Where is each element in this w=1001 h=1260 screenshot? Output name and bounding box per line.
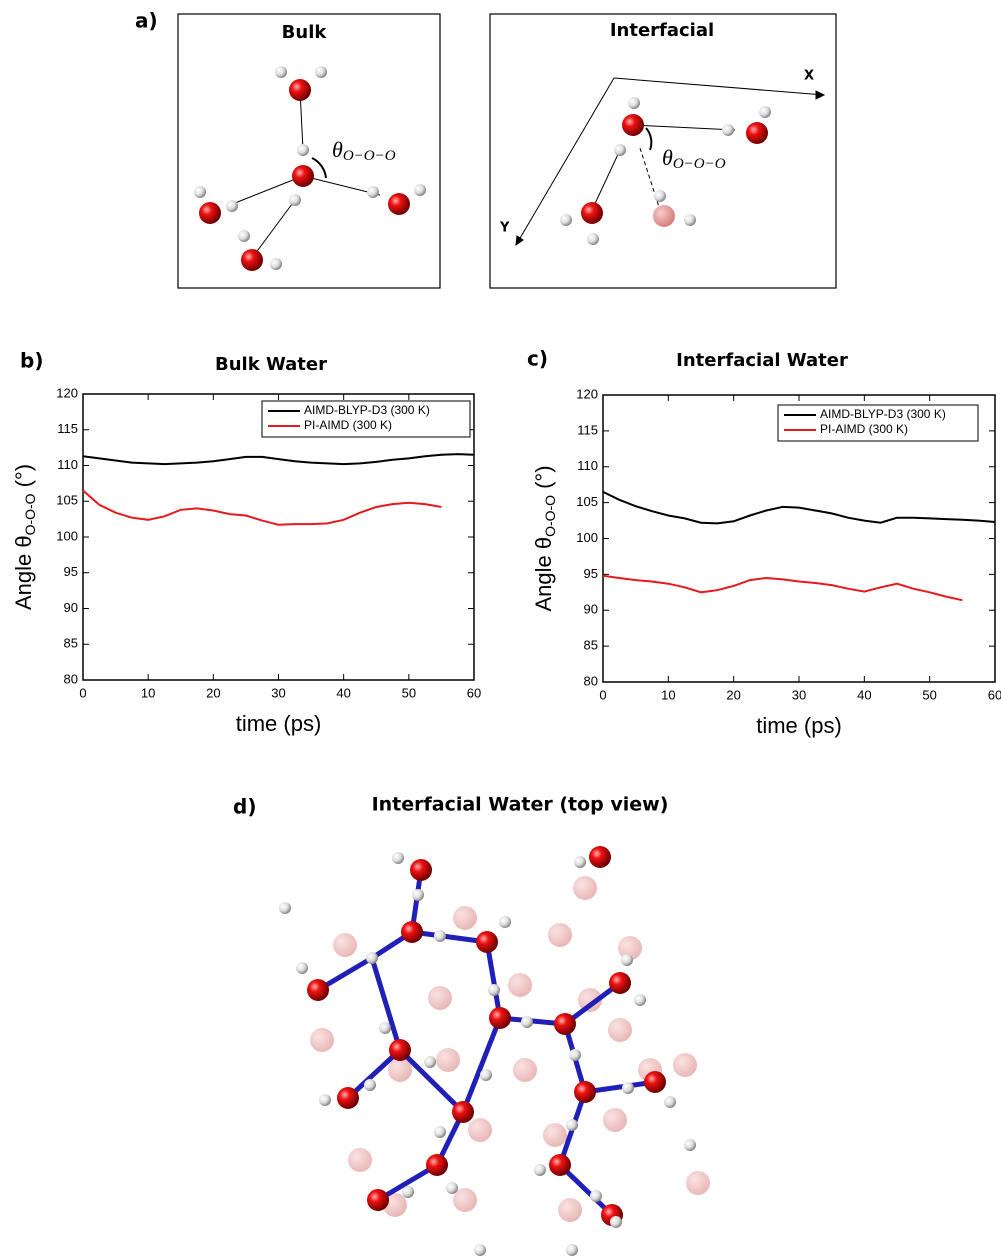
x-tick-label: 50: [922, 687, 936, 702]
angle-sub: O−O−O: [343, 148, 396, 164]
y-tick-label: 105: [56, 493, 78, 508]
y-axis-label-main: Angle θ: [11, 535, 36, 610]
panel-label: c): [527, 347, 548, 371]
x-tick-label: 60: [988, 687, 1001, 702]
y-axis-label-sub: O-O-O: [22, 493, 38, 535]
legend-box: [261, 400, 471, 438]
y-tick-label: 110: [577, 458, 598, 473]
interfacial-molecules: [515, 77, 826, 247]
y-tick-label: 90: [584, 602, 598, 617]
x-tick-label: 60: [467, 685, 481, 700]
legend-label: AIMD-BLYP-D3 (300 K): [820, 407, 946, 421]
y-axis-label-unit: (°): [531, 465, 556, 488]
y-axis-label: Angle θO-O-O (°): [11, 464, 38, 610]
angle-sub: O−O−O: [673, 156, 726, 172]
interfacial-box: [489, 13, 837, 289]
series-line: [602, 491, 996, 525]
x-tick-label: 50: [402, 685, 416, 700]
y-tick-label: 100: [56, 528, 78, 543]
bulk-molecules: [194, 66, 426, 271]
y-axis-label-sub: O-O-O: [542, 495, 558, 537]
x-axis-label: time (ps): [236, 711, 322, 736]
legend-label: PI-AIMD (300 K): [304, 418, 392, 432]
y-tick-label: 105: [576, 494, 598, 509]
y-axis-label: Angle θO-O-O (°): [531, 465, 558, 611]
series-line: [82, 489, 442, 526]
y-tick-label: 115: [577, 422, 598, 437]
y-tick-label: 115: [57, 421, 78, 436]
y-axis-label-main: Angle θ: [531, 537, 556, 612]
y-tick-label: 85: [64, 636, 78, 651]
x-tick-label: 30: [792, 687, 806, 702]
axis-x-label: X: [804, 69, 814, 84]
angle-label: θO−O−O: [332, 137, 396, 164]
panel-label: d): [233, 795, 256, 819]
axis-y-label: Y: [499, 221, 510, 236]
x-tick-label: 30: [271, 685, 285, 700]
x-tick-label: 0: [599, 687, 606, 702]
y-tick-label: 80: [64, 671, 78, 686]
x-tick-label: 40: [336, 685, 350, 700]
x-tick-label: 10: [141, 685, 155, 700]
panel-label: b): [20, 349, 43, 373]
y-tick-label: 120: [56, 385, 78, 400]
y-tick-label: 85: [584, 638, 598, 653]
y-axis-label-unit: (°): [11, 464, 36, 487]
box-title: Interfacial: [610, 20, 714, 41]
y-tick-label: 120: [576, 386, 598, 401]
x-tick-label: 0: [79, 685, 86, 700]
top-view-title: Interfacial Water (top view): [372, 794, 669, 816]
angle-label: θO−O−O: [662, 145, 726, 172]
y-tick-label: 95: [64, 564, 78, 579]
y-tick-label: 80: [584, 673, 598, 688]
x-tick-label: 40: [857, 687, 871, 702]
series-line: [602, 574, 963, 602]
y-tick-label: 110: [57, 457, 78, 472]
box-title: Bulk: [282, 22, 328, 43]
x-tick-label: 20: [726, 687, 740, 702]
legend-box: [777, 404, 979, 442]
chart-title: Bulk Water: [215, 354, 327, 375]
top-view-molecules: [279, 846, 710, 1256]
panel-label: a): [135, 9, 158, 33]
x-tick-label: 20: [206, 685, 220, 700]
bulk-box: [177, 13, 441, 289]
x-tick-label: 10: [661, 687, 675, 702]
legend-label: PI-AIMD (300 K): [820, 422, 908, 436]
angle-symbol: θ: [332, 137, 343, 162]
y-tick-label: 95: [584, 566, 598, 581]
x-axis-label: time (ps): [756, 713, 842, 738]
legend-label: AIMD-BLYP-D3 (300 K): [304, 403, 430, 417]
angle-symbol: θ: [662, 145, 673, 170]
y-tick-label: 100: [576, 530, 598, 545]
series-line: [82, 453, 475, 466]
y-tick-label: 90: [64, 600, 78, 615]
chart-title: Interfacial Water: [676, 350, 848, 371]
